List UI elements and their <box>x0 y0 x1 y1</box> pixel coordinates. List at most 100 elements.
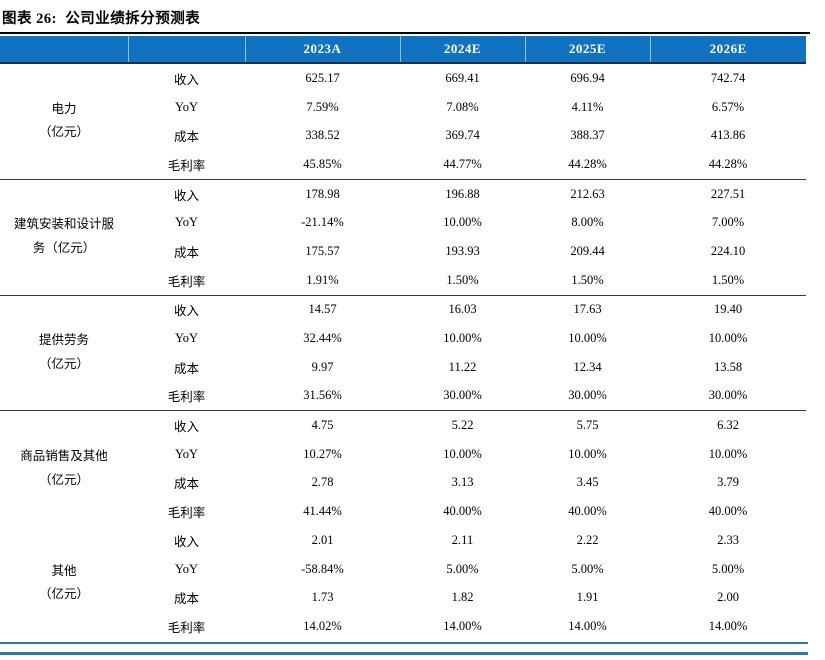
table-row: YoY 32.44% 10.00% 10.00% 10.00% <box>0 324 806 353</box>
metric-label: 成本 <box>173 361 199 376</box>
table-body: 电力 （亿元） 收入 625.17 669.41 696.94 742.74 YoY 7.59%… <box>0 63 806 641</box>
value-cell: 14.57 <box>308 302 337 317</box>
table-row: YoY -58.84% 5.00% 5.00% 5.00% <box>0 555 806 584</box>
value-cell: 2.22 <box>576 532 599 547</box>
value-cell: 369.74 <box>445 128 480 143</box>
value-cell: 10.00% <box>708 331 748 346</box>
group-label-line: 其他 <box>51 563 77 578</box>
value-cell: 5.22 <box>451 418 474 433</box>
value-cell: -21.14% <box>301 215 344 230</box>
value-cell: 1.50% <box>400 265 525 296</box>
value-cell: 4.11% <box>571 99 604 114</box>
figure-title: 图表 26: 公司业绩拆分预测表 <box>2 11 201 27</box>
value-cell: 17.63 <box>573 302 602 317</box>
metric-label: YoY <box>174 446 199 461</box>
value-cell: 31.56% <box>245 381 400 412</box>
value-cell: 1.73 <box>311 590 334 605</box>
table-row: YoY 7.59% 7.08% 4.11% 6.57% <box>0 93 806 122</box>
value-cell: 10.00% <box>443 215 482 230</box>
value-cell: 9.97 <box>311 359 334 374</box>
value-cell: 44.28% <box>525 150 650 180</box>
value-cell: 1.82 <box>451 590 474 605</box>
table-row: 商品销售及其他 （亿元） 收入 4.75 5.22 5.75 6.32 <box>0 411 806 487</box>
value-cell: 696.94 <box>570 70 605 85</box>
title-underline <box>0 32 810 34</box>
table-row: 成本 9.97 11.22 12.34 13.58 <box>0 353 806 382</box>
value-cell: 19.40 <box>713 302 743 317</box>
value-cell: 30.00% <box>400 381 525 412</box>
value-cell: 6.57% <box>711 99 745 114</box>
metric-header-cell <box>127 36 245 64</box>
value-cell: 196.88 <box>445 186 480 201</box>
value-cell: 32.44% <box>303 331 342 346</box>
value-cell: 8.00% <box>571 215 604 230</box>
table-row: 建筑安装和设计服 务（亿元） 收入 178.98 196.88 212.63 227.51 <box>0 179 806 296</box>
value-cell: 388.37 <box>570 128 605 143</box>
group-label-line: 商品销售及其他 <box>20 448 108 463</box>
forecast-table: 2023A 2024E 2025E 2026E 电力 （亿元） 收入 625.17 669.4… <box>0 36 806 641</box>
value-cell: 338.52 <box>305 128 340 143</box>
value-cell: 41.44% <box>303 504 342 519</box>
group-label-line: （亿元） <box>38 472 89 487</box>
metric-label: 收入 <box>173 534 199 549</box>
value-cell: 2.01 <box>311 532 334 547</box>
metric-label: 毛利率 <box>128 150 245 180</box>
value-cell: 212.63 <box>570 186 605 201</box>
group-label-line: 电力 <box>51 101 77 116</box>
metric-label: YoY <box>174 561 199 576</box>
value-cell: 10.00% <box>443 331 482 346</box>
metric-label: 成本 <box>173 245 199 260</box>
value-cell: 1.50% <box>650 265 806 296</box>
group-label-line: （亿元） <box>38 125 89 140</box>
value-cell: 14.00% <box>708 618 748 633</box>
value-cell: 193.93 <box>445 243 480 258</box>
metric-label: 收入 <box>173 304 199 319</box>
value-cell: 5.75 <box>576 418 599 433</box>
footer-rule-thin <box>0 641 808 644</box>
table-row: 提供劳务 （亿元） 收入 14.57 16.03 17.63 19.40 <box>0 295 806 412</box>
group-label-line: 建筑安装和设计服 <box>13 217 114 232</box>
year-column-header-2023a: 2023A <box>244 36 400 64</box>
footer-rule-thick <box>0 651 808 655</box>
value-cell: 16.03 <box>448 302 477 317</box>
value-cell: 40.00% <box>568 504 607 519</box>
group-label: 其他 （亿元） <box>0 526 128 641</box>
metric-label: 成本 <box>173 477 199 492</box>
header-row: 2023A 2024E 2025E 2026E <box>0 36 806 64</box>
value-cell: 413.86 <box>710 128 746 143</box>
value-cell: 669.41 <box>445 70 480 85</box>
metric-label: 收入 <box>173 72 199 87</box>
group-label: 电力 （亿元） <box>0 63 128 180</box>
table-row: 毛利率 41.44% 40.00% 40.00% 40.00% <box>0 497 806 526</box>
value-cell: 742.74 <box>710 70 746 85</box>
value-cell: 14.02% <box>303 618 342 633</box>
value-cell: 7.00% <box>711 215 745 230</box>
value-cell: 2.33 <box>717 532 739 547</box>
table-row: 毛利率 14.02% 14.00% 14.00% 14.00% <box>0 612 806 641</box>
value-cell: 3.13 <box>451 475 474 490</box>
value-cell: 1.91 <box>576 590 599 605</box>
table-header: 2023A 2024E 2025E 2026E <box>0 36 806 64</box>
value-cell: 175.57 <box>305 243 340 258</box>
year-column-header-2025e: 2025E <box>524 36 650 64</box>
value-cell: 5.00% <box>571 561 604 576</box>
metric-label: 毛利率 <box>167 506 206 521</box>
table-row: 成本 1.73 1.82 1.91 2.00 <box>0 583 806 612</box>
value-cell: 224.10 <box>710 243 746 258</box>
value-cell: 178.98 <box>305 186 340 201</box>
metric-label: 毛利率 <box>167 620 206 635</box>
table-row: 毛利率 1.91% 1.50% 1.50% 1.50% <box>0 265 806 296</box>
group-label-line: 务（亿元） <box>32 241 96 256</box>
value-cell: 625.17 <box>305 70 340 85</box>
value-cell: 12.34 <box>573 359 602 374</box>
metric-label: 毛利率 <box>128 381 245 412</box>
table-row: 电力 （亿元） 收入 625.17 669.41 696.94 742.74 <box>0 63 806 180</box>
value-cell: 10.00% <box>568 331 607 346</box>
table-row: 成本 175.57 193.93 209.44 224.10 <box>0 237 806 266</box>
value-cell: 3.45 <box>576 475 599 490</box>
year-column-header-2026e: 2026E <box>649 36 806 64</box>
table-row: YoY 10.27% 10.00% 10.00% 10.00% <box>0 440 806 469</box>
value-cell: 10.27% <box>303 446 342 461</box>
value-cell: 7.08% <box>446 99 479 114</box>
value-cell: 5.00% <box>711 561 745 576</box>
